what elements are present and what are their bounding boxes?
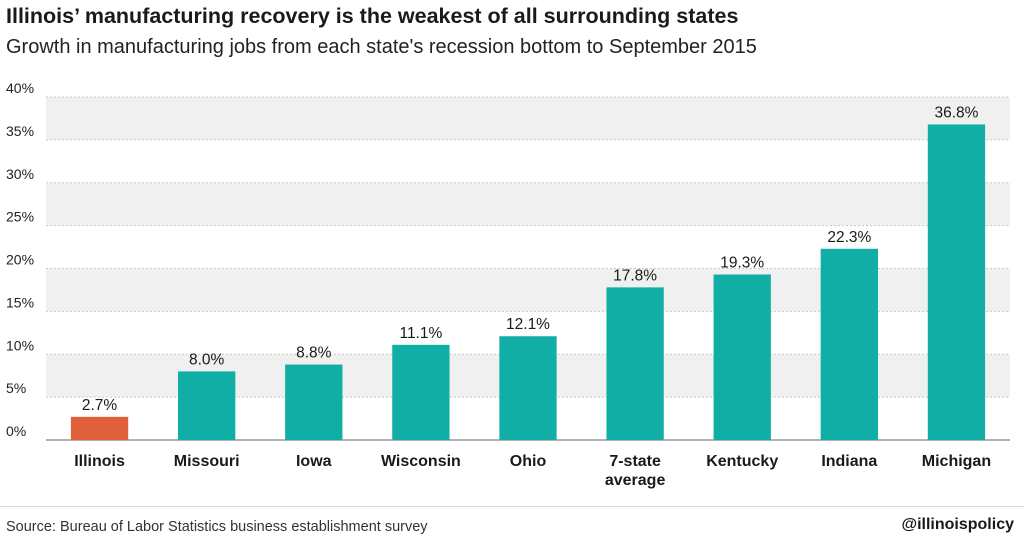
source-note: Source: Bureau of Labor Statistics busin… [6, 519, 428, 535]
bar [606, 287, 664, 440]
x-tick-label: Missouri [174, 453, 240, 470]
bar [70, 416, 129, 440]
y-tick-label: 15% [6, 294, 34, 310]
data-label: 8.0% [189, 351, 225, 368]
data-label: 17.8% [613, 267, 657, 284]
x-tick-label: Ohio [510, 453, 547, 470]
y-tick-label: 20% [6, 252, 34, 268]
chart-title: Illinois’ manufacturing recovery is the … [6, 4, 739, 28]
x-tick-label: average [605, 472, 666, 489]
y-tick-label: 10% [6, 337, 34, 353]
bar [285, 364, 343, 440]
x-tick-label: 7-state [609, 453, 661, 470]
y-tick-label: 25% [6, 209, 34, 225]
data-label: 11.1% [399, 325, 442, 342]
data-label: 2.7% [82, 397, 118, 414]
x-tick-label: Indiana [821, 453, 877, 470]
y-tick-label: 40% [6, 80, 34, 96]
y-tick-label: 5% [6, 380, 26, 396]
x-tick-label: Wisconsin [381, 453, 461, 470]
grid-band [46, 182, 1010, 226]
x-tick-label: Kentucky [706, 453, 778, 470]
data-label: 22.3% [827, 229, 871, 246]
y-tick-label: 35% [6, 123, 34, 139]
footer-divider [0, 506, 1024, 507]
data-label: 12.1% [506, 316, 550, 333]
social-handle: @illinoispolicy [901, 516, 1014, 533]
y-tick-label: 0% [6, 423, 26, 439]
x-tick-label: Michigan [922, 453, 991, 470]
bar [178, 371, 236, 440]
chart-subtitle: Growth in manufacturing jobs from each s… [6, 36, 757, 58]
data-label: 36.8% [934, 104, 978, 121]
bar [392, 344, 450, 440]
bar [713, 274, 771, 440]
y-tick-label: 30% [6, 166, 34, 182]
x-tick-label: Iowa [296, 453, 332, 470]
x-tick-label: Illinois [74, 453, 125, 470]
data-label: 8.8% [296, 345, 332, 362]
bar [927, 124, 986, 440]
grid-band [46, 97, 1010, 140]
bar [820, 248, 878, 440]
bar [499, 336, 557, 440]
data-label: 19.3% [720, 255, 764, 272]
